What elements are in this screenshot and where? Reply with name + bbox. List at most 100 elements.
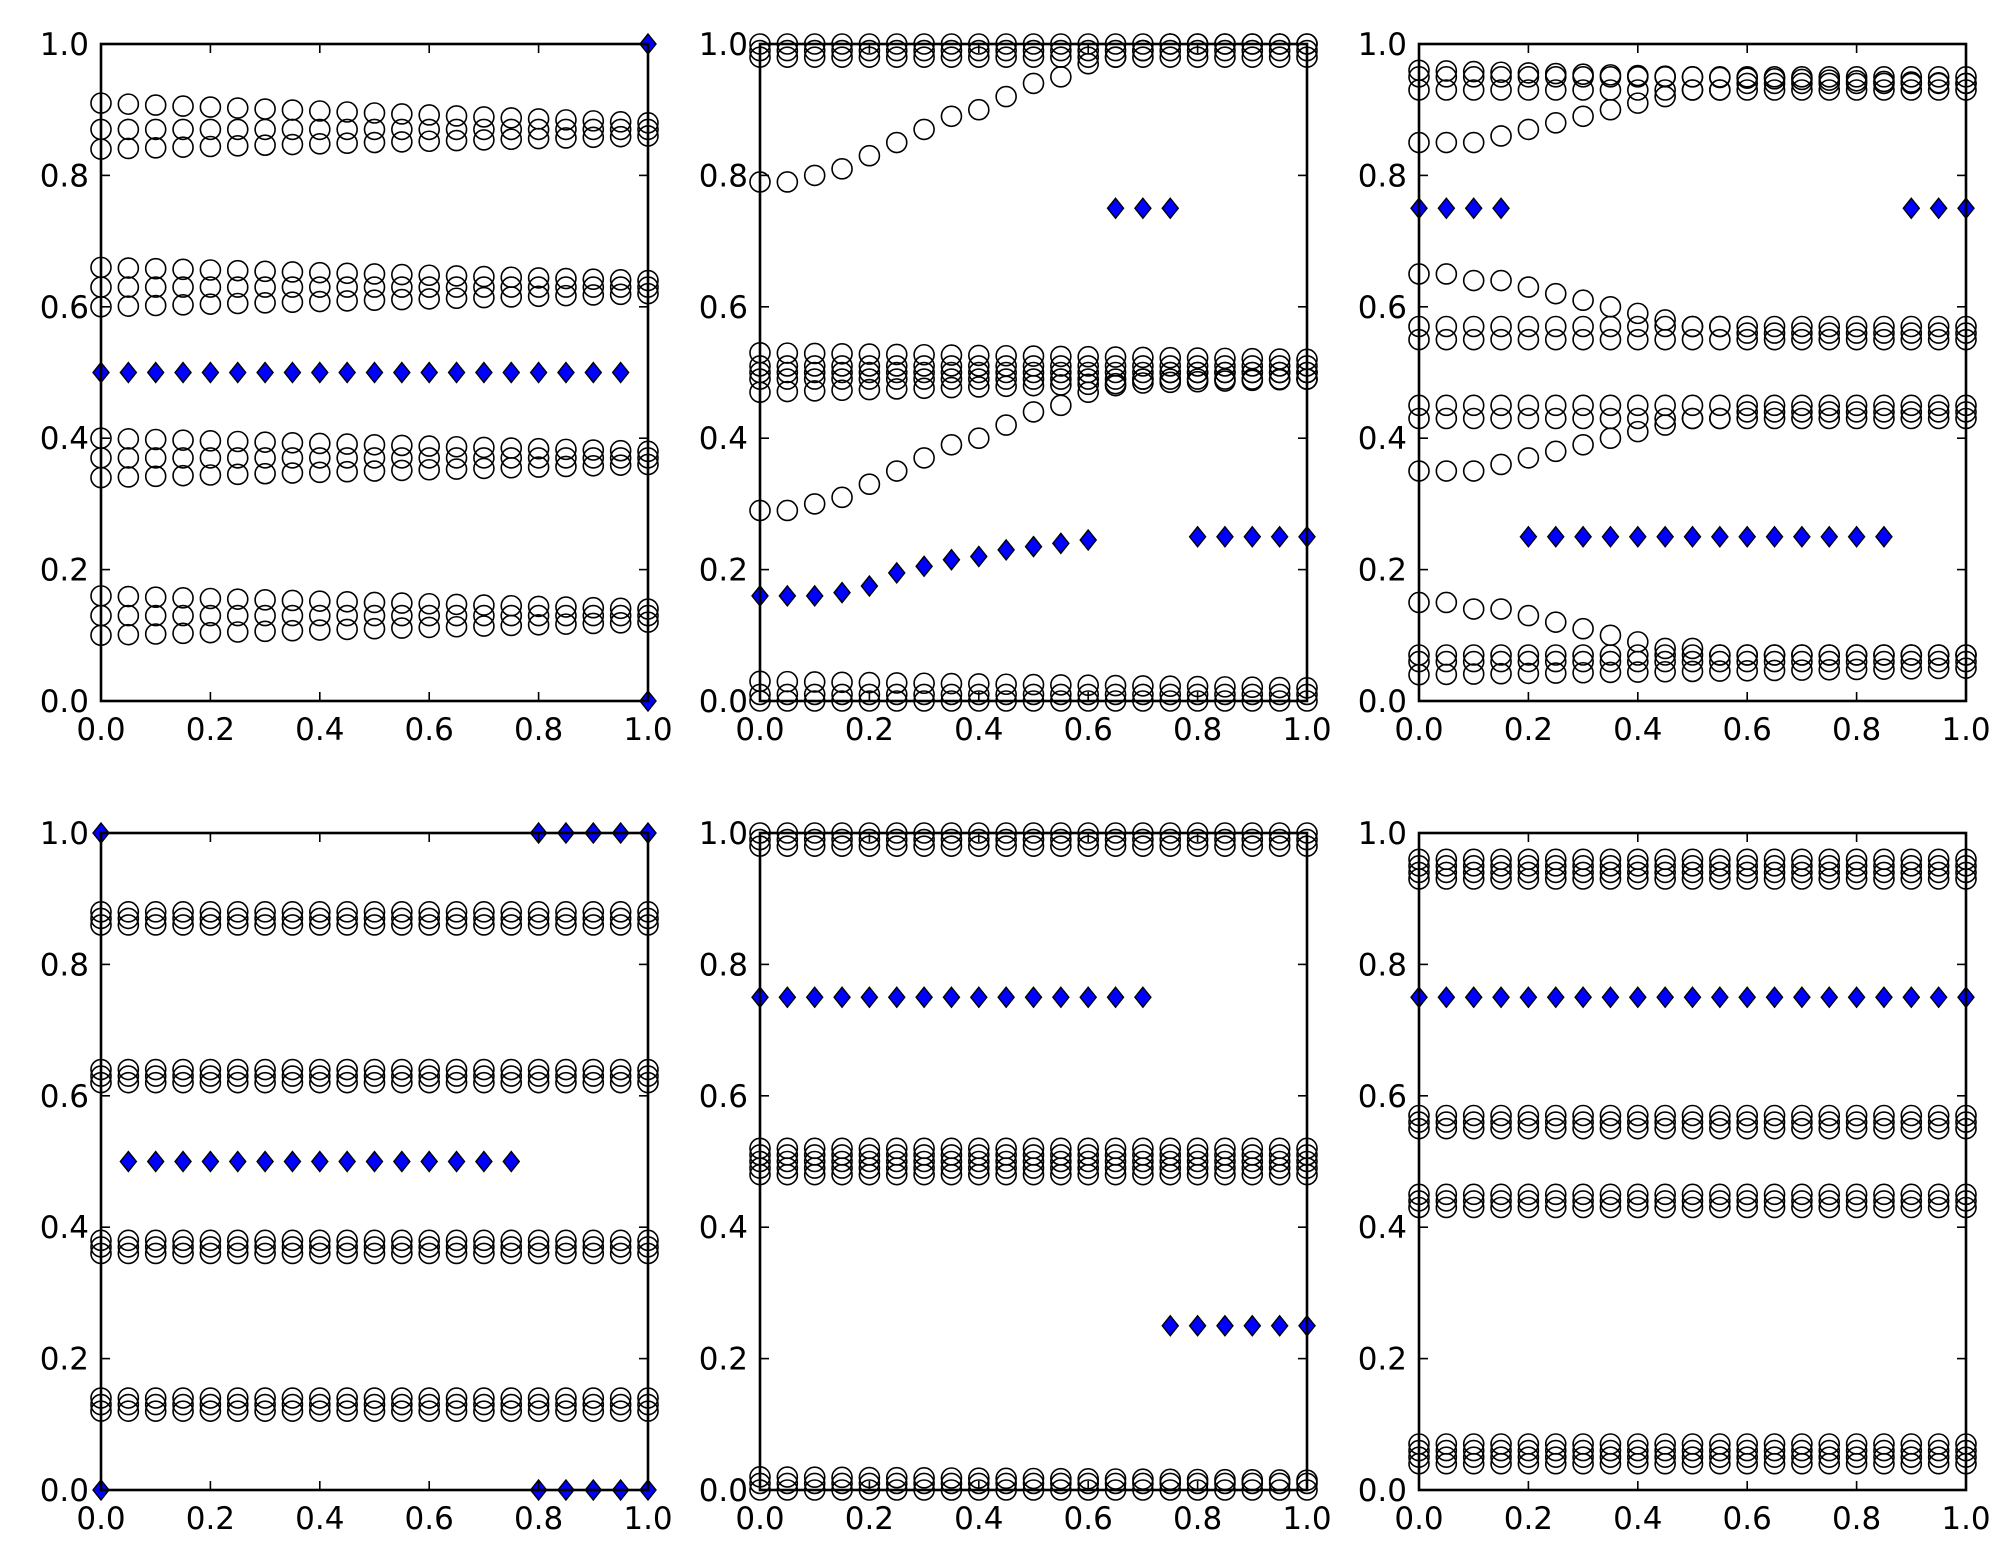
- circle-point: [1159, 1137, 1182, 1160]
- diamond-point: [1188, 525, 1207, 548]
- circle-point: [418, 1242, 441, 1265]
- circle-point: [473, 907, 495, 930]
- diamond-point: [119, 361, 138, 384]
- circle-point: [1763, 68, 1786, 90]
- circle-point: [308, 261, 331, 284]
- circle-point: [363, 617, 386, 640]
- circle-point: [1654, 660, 1676, 683]
- circle-point: [1599, 79, 1622, 101]
- y-tick-label: 0.8: [699, 947, 748, 983]
- circle-point: [1462, 315, 1485, 338]
- circle-point: [1627, 861, 1649, 884]
- circle-point: [1050, 374, 1072, 396]
- circle-point: [1681, 650, 1704, 673]
- circle-point: [144, 1071, 167, 1094]
- circle-point: [1214, 39, 1236, 62]
- circle-point: [1435, 1190, 1458, 1212]
- circle-point: [281, 914, 304, 936]
- circle-point: [1159, 368, 1182, 390]
- circle-point: [445, 447, 468, 469]
- circle-point: [1241, 39, 1264, 62]
- subplot-bottom-right: 0.0 0.2 0.4 0.6 0.8 1.0 0.0 0.2 0.4 0.6 0.8 1.0: [1358, 816, 1991, 1537]
- circle-point: [1900, 861, 1923, 884]
- circle-point: [117, 118, 140, 141]
- circle-point: [336, 1387, 358, 1409]
- circle-point: [803, 368, 826, 390]
- circle-point: [1873, 407, 1895, 430]
- circle-point: [254, 1387, 276, 1409]
- circle-point: [1517, 604, 1540, 627]
- diamond-point: [805, 584, 824, 608]
- circle-point: [609, 1071, 632, 1094]
- circle-point: [776, 835, 799, 857]
- circle-point: [1462, 328, 1485, 351]
- circle-point: [913, 447, 935, 469]
- circle-point: [1627, 302, 1649, 325]
- circle-point: [776, 670, 799, 693]
- circle-point: [776, 342, 799, 364]
- circle-point: [831, 379, 853, 402]
- circle-point: [1599, 407, 1622, 430]
- circle-point: [336, 262, 358, 285]
- circle-point: [363, 263, 386, 285]
- circle-point: [555, 118, 577, 141]
- axes-frame: [758, 42, 1309, 703]
- circle-point: [1490, 662, 1512, 685]
- circle-point: [1241, 46, 1264, 68]
- circle-point: [1627, 1196, 1649, 1219]
- circle-point: [967, 1472, 990, 1495]
- circle-point: [1927, 315, 1950, 338]
- circle-point: [1517, 644, 1540, 666]
- circle-point: [858, 473, 881, 495]
- circle-point: [254, 98, 276, 120]
- circle-point: [1599, 1104, 1622, 1127]
- circle-point: [885, 460, 908, 482]
- circle-point: [391, 1387, 413, 1409]
- circle-point: [858, 828, 881, 851]
- circle-point: [1709, 1190, 1731, 1212]
- circle-point: [1435, 263, 1458, 285]
- circle-point: [1544, 282, 1567, 305]
- circle-point: [1818, 848, 1841, 871]
- circle-point: [913, 1467, 935, 1489]
- circle-point: [391, 1393, 413, 1416]
- circle-point: [199, 1387, 222, 1409]
- circle-point: [500, 437, 523, 459]
- circle-point: [144, 118, 167, 141]
- x-tick-label: 0.0: [735, 712, 784, 748]
- circle-point: [418, 288, 441, 310]
- circle-point: [336, 604, 358, 627]
- circle-point: [1544, 1111, 1567, 1133]
- circle-point: [117, 604, 140, 627]
- circle-point: [418, 118, 441, 141]
- circle-point: [308, 1387, 331, 1409]
- x-tick-label: 0.6: [1064, 712, 1113, 748]
- circle-point: [363, 1229, 386, 1252]
- circle-point: [913, 368, 935, 390]
- circle-point: [1845, 1117, 1868, 1140]
- circle-point: [1490, 598, 1512, 620]
- circle-point: [1268, 39, 1291, 62]
- circle-point: [172, 95, 194, 117]
- circle-point: [363, 1400, 386, 1422]
- circle-point: [1763, 861, 1786, 884]
- circle-point: [1845, 1446, 1868, 1468]
- circle-point: [1050, 368, 1072, 390]
- circle-point: [1873, 1439, 1895, 1462]
- diamond-point: [1929, 986, 1948, 1009]
- circle-point: [913, 1137, 935, 1160]
- circle-point: [776, 1472, 799, 1495]
- circle-point: [1873, 1104, 1895, 1127]
- circle-point: [913, 683, 935, 706]
- diamond-point: [860, 986, 879, 1009]
- circle-point: [336, 1400, 358, 1422]
- diamond-point: [1628, 525, 1647, 548]
- circle-point: [1435, 1183, 1458, 1206]
- circle-point: [363, 1065, 386, 1087]
- circle-point: [336, 901, 358, 923]
- circle-point: [117, 466, 140, 488]
- circle-point: [254, 1236, 276, 1258]
- x-tick-label: 1.0: [623, 1501, 672, 1537]
- circle-point: [555, 901, 577, 923]
- circle-point: [1186, 368, 1209, 390]
